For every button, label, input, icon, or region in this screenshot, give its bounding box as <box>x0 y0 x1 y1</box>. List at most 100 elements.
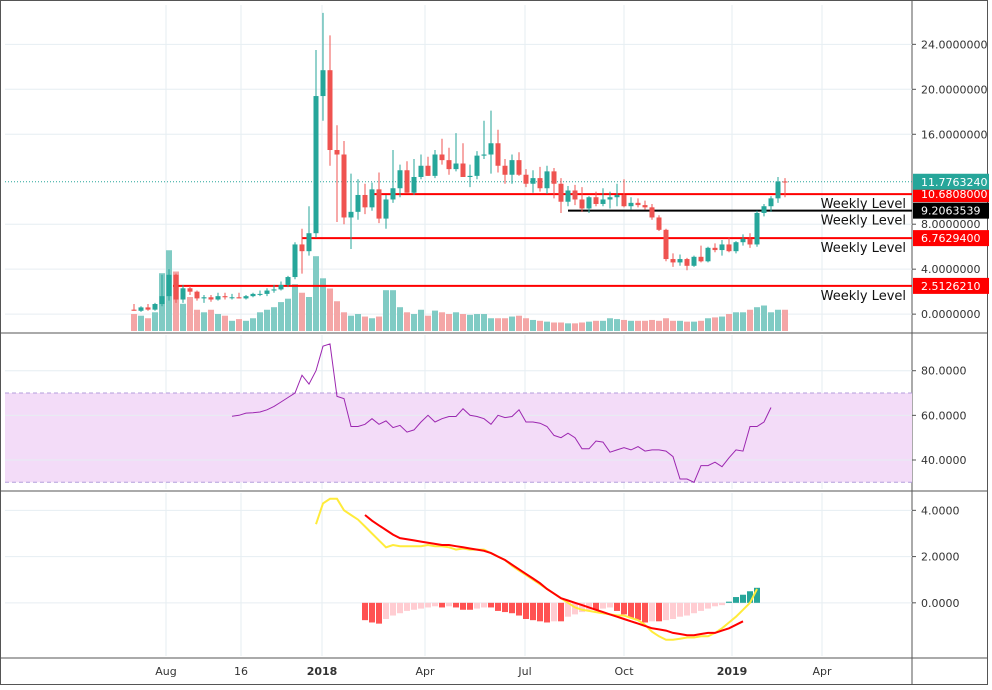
x-tick-label: 2018 <box>307 665 338 678</box>
volume-bar <box>516 315 522 331</box>
candle-body <box>411 176 417 193</box>
macd-histogram-bar <box>474 602 480 609</box>
candle-body <box>376 189 382 219</box>
candle-body <box>208 297 214 300</box>
volume-bar <box>733 312 739 331</box>
volume-bar <box>229 320 235 331</box>
volume-bar <box>691 321 697 331</box>
level-price-tag <box>913 277 989 294</box>
volume-bar <box>684 321 690 331</box>
volume-bar <box>250 318 256 331</box>
macd-histogram-bar <box>684 602 690 616</box>
candle-body <box>628 202 634 207</box>
level-price-tag-text: 9.2063539 <box>921 205 981 218</box>
volume-bar <box>558 322 564 331</box>
volume-bar <box>446 314 452 331</box>
candle-body <box>453 163 459 170</box>
volume-bar <box>257 312 263 331</box>
volume-bar <box>243 320 249 331</box>
candle-body <box>425 165 431 176</box>
x-tick-label: Apr <box>812 665 832 678</box>
volume-bar <box>453 312 459 331</box>
candle-body <box>600 199 606 204</box>
x-tick-label: Apr <box>415 665 435 678</box>
volume-bar <box>201 312 207 331</box>
candle-body <box>621 194 627 207</box>
macd-histogram-bar <box>656 602 662 622</box>
candle-body <box>131 309 137 311</box>
candle-body <box>173 274 179 300</box>
volume-bar <box>390 290 396 331</box>
candle-body <box>264 290 270 294</box>
macd-histogram-bar <box>537 602 543 622</box>
macd-histogram-bar <box>607 602 613 608</box>
macd-histogram-bar <box>551 602 557 622</box>
volume-bar <box>663 318 669 331</box>
volume-bar <box>677 320 683 331</box>
signal-line <box>364 514 744 637</box>
level-price-tag-text: 2.5126210 <box>921 280 981 293</box>
volume-bar <box>607 318 613 331</box>
candle-body <box>159 296 165 305</box>
volume-bar <box>495 318 501 331</box>
volume-bar <box>439 312 445 331</box>
y-tick-label: 0.0000 <box>921 597 960 610</box>
candle-body <box>362 194 368 208</box>
x-tick-label: Jul <box>517 665 531 678</box>
volume-bar <box>635 320 641 331</box>
macd-histogram-bar <box>572 602 578 615</box>
macd-histogram-bar <box>670 602 676 620</box>
volume-bar <box>775 309 781 331</box>
candle-body <box>747 238 753 245</box>
candle-body <box>691 256 697 266</box>
candle-body <box>712 247 718 251</box>
macd-histogram-bar <box>369 602 375 623</box>
candle-body <box>278 284 284 290</box>
candle-body <box>187 288 193 292</box>
candle-body <box>677 259 683 263</box>
candle-body <box>355 194 361 212</box>
volume-bar <box>488 318 494 331</box>
level-label: Weekly Level <box>821 197 906 212</box>
candle-body <box>271 289 277 291</box>
volume-bar <box>509 316 515 331</box>
last-price-tag <box>913 173 989 190</box>
volume-bar <box>341 312 347 331</box>
macd-histogram-bar <box>432 602 438 607</box>
volume-bar <box>572 323 578 331</box>
candle-body <box>705 247 711 262</box>
candle-body <box>586 197 592 209</box>
macd-histogram-bar <box>579 602 585 613</box>
level-label: Weekly Level <box>821 241 906 256</box>
volume-bar <box>355 314 361 331</box>
candle-body <box>194 291 200 299</box>
volume-bar <box>670 320 676 331</box>
macd-histogram-bar <box>404 602 410 611</box>
candle-body <box>439 154 445 161</box>
macd-histogram-bar <box>397 602 403 614</box>
candle-body <box>145 307 151 310</box>
y-tick-label: 4.0000 <box>921 504 960 517</box>
y-tick-label: 24.0000000 <box>921 38 987 51</box>
macd-histogram-bar <box>418 602 424 609</box>
macd-histogram-bar <box>425 602 431 608</box>
candle-body <box>488 143 494 155</box>
volume-bar <box>782 309 788 331</box>
macd-histogram-bar <box>544 602 550 623</box>
macd-histogram-bar <box>586 602 592 610</box>
candle-body <box>446 160 452 170</box>
y-tick-label: 2.0000 <box>921 551 960 564</box>
volume-bar <box>313 256 319 331</box>
candle-body <box>684 259 690 266</box>
candle-body <box>474 155 480 176</box>
macd-histogram-bar <box>467 602 473 610</box>
y-tick-label: 20.0000000 <box>921 83 987 96</box>
macd-histogram-bar <box>740 594 746 603</box>
volume-bar <box>726 314 732 331</box>
candle-body <box>138 307 144 311</box>
candle-body <box>579 199 585 209</box>
level-price-tag-text: 10.6808000 <box>921 188 987 201</box>
level-label: Weekly Level <box>821 289 906 304</box>
macd-histogram-bar <box>663 602 669 621</box>
